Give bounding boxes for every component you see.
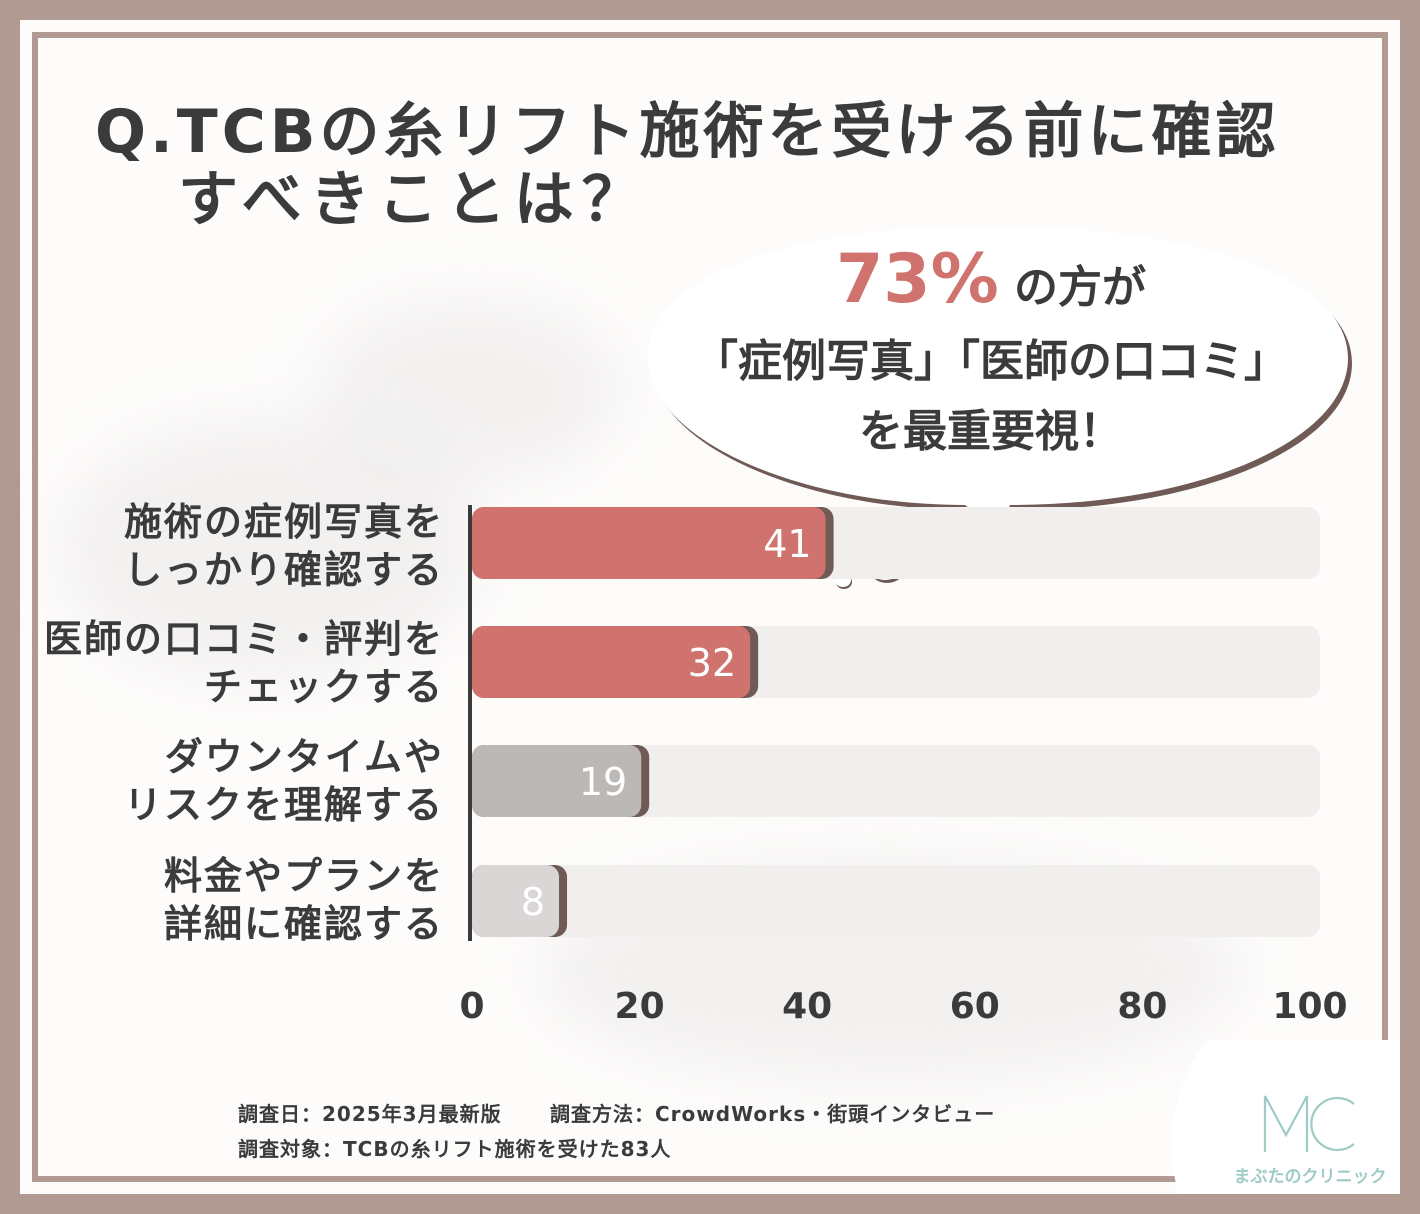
bar-track xyxy=(472,865,1320,937)
category-label-3: 料金やプランを 詳細に確認する xyxy=(163,854,444,946)
x-tick-label: 100 xyxy=(1272,986,1348,1027)
background-shadow xyxy=(320,300,620,480)
category-label-2: ダウンタイムや リスクを理解する xyxy=(123,735,444,827)
chart-title-line2: すべきことは？ xyxy=(178,165,650,235)
footer-survey-method: 調査方法：CrowdWorks・街頭インタビュー xyxy=(550,1102,996,1126)
footer-survey-date: 調査日：2025年3月最新版 xyxy=(238,1102,502,1126)
bar-value-label: 41 xyxy=(763,522,811,566)
bar-track xyxy=(472,745,1320,817)
callout-percent: 73% xyxy=(835,240,999,319)
callout-line3: を最重要視！ xyxy=(859,406,1123,457)
chart-title: Q.TCBの糸リフト施術を受ける前に確認 xyxy=(95,97,1280,167)
logo-name: まぶたのクリニック xyxy=(1234,1167,1387,1187)
bar-3 xyxy=(472,865,560,937)
footer-survey-target: 調査対象：TCBの糸リフト施術を受けた83人 xyxy=(238,1137,672,1161)
bar-1 xyxy=(472,626,751,698)
chart-frame xyxy=(20,20,1400,1194)
bar-value-label: 19 xyxy=(579,760,627,804)
x-tick-label: 80 xyxy=(1117,986,1168,1027)
bar-0 xyxy=(472,507,826,579)
y-axis-line xyxy=(468,505,472,941)
inner-border xyxy=(32,32,1388,1182)
x-tick-label: 60 xyxy=(949,986,1000,1027)
bar-value-label: 32 xyxy=(688,641,736,685)
x-tick-label: 0 xyxy=(459,986,485,1027)
bar-value-label: 8 xyxy=(521,880,545,924)
callout-percent-suffix: の方が xyxy=(1014,262,1147,313)
clinic-logo: まぶたのクリニック xyxy=(1168,1040,1400,1194)
x-tick-label: 20 xyxy=(614,986,665,1027)
mc-logo-mark xyxy=(1263,1095,1355,1152)
category-label-0: 施術の症例写真を しっかり確認する xyxy=(123,500,444,592)
callout-headline: 73% の方が xyxy=(646,244,1336,324)
background-shadow xyxy=(60,420,480,680)
category-label-1: 医師の口コミ・評判を チェックする xyxy=(43,617,444,709)
callout-line2: 「症例写真」「医師の口コミ」 xyxy=(694,336,1288,387)
x-tick-label: 40 xyxy=(782,986,833,1027)
logo-badge: まぶたのクリニック xyxy=(1171,1040,1400,1194)
bar-2 xyxy=(472,745,642,817)
